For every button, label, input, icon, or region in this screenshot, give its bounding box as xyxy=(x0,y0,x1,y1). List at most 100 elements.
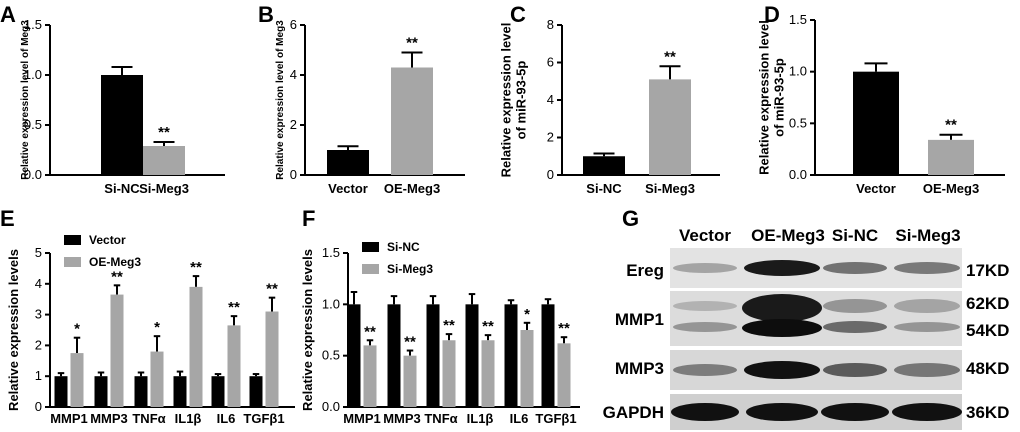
chart-f-significance: * xyxy=(524,306,530,323)
chart-e-bar-vector-mmp1 xyxy=(54,376,68,407)
wb-size-36kd: 36KD xyxy=(966,403,1009,422)
band-gapdh-vector xyxy=(671,403,739,421)
chart-f-xtick-label: TNFα xyxy=(424,411,457,426)
band-gapdh-si-nc xyxy=(821,403,889,421)
band-mmp1-62-vector xyxy=(673,301,737,311)
chart-e-significance: * xyxy=(154,319,160,336)
chart-d-xtick-label: Vector xyxy=(856,181,896,196)
chart-f-xtick-label: IL6 xyxy=(510,411,529,426)
chart-e-bar-vector-il1 xyxy=(173,376,187,407)
chart-f-bar-si-nc-il6 xyxy=(504,304,518,407)
chart-e-bar-vector-mmp3 xyxy=(94,376,108,407)
band-mmp3-vector xyxy=(673,364,737,376)
chart-e-xtick-label: TNFα xyxy=(132,411,165,426)
wb-column-oe-meg3: OE-Meg3 xyxy=(751,226,825,245)
chart-a-xtick-label: Si-NC xyxy=(104,181,140,196)
panel-label-c: C xyxy=(510,2,526,27)
wb-size-54kd: 54KD xyxy=(966,321,1009,340)
chart-b-xtick-label: OE-Meg3 xyxy=(384,181,440,196)
band-mmp3-si-meg3 xyxy=(894,363,960,377)
wb-column-vector: Vector xyxy=(679,226,731,245)
chart-f-bar-si-meg3-mmp1 xyxy=(363,345,377,407)
chart-c-bar-si-meg3 xyxy=(649,79,691,175)
chart-a-ylabel: Relative expression level of Meg3 xyxy=(20,20,31,180)
chart-e-bar-oe-meg3-il6 xyxy=(227,325,241,407)
chart-d-ytick-label: 0.0 xyxy=(789,167,807,182)
chart-b-ylabel: Relative expression level of Meg3 xyxy=(275,20,286,180)
chart-a-bar-si-meg3 xyxy=(143,146,185,175)
wb-size-48kd: 48KD xyxy=(966,359,1009,378)
chart-b-ytick-label: 4 xyxy=(290,67,297,82)
wb-column-si-nc: Si-NC xyxy=(832,226,878,245)
chart-e-ylabel: Relative expression levels xyxy=(6,249,21,411)
band-mmp3-oe-meg3 xyxy=(744,361,820,379)
chart-e-ytick-label: 0 xyxy=(35,399,42,414)
band-mmp1-62-si-nc xyxy=(823,299,887,313)
band-mmp1-54-oe-meg3 xyxy=(742,319,822,337)
chart-f-ytick-label: 1.0 xyxy=(322,296,340,311)
chart-e-bar-vector-tnf xyxy=(134,376,148,407)
chart-f-legend-label-si-nc: Si-NC xyxy=(387,240,420,254)
chart-f-xtick-label: TGFβ1 xyxy=(535,411,576,426)
chart-c-ytick-label: 0 xyxy=(547,167,554,182)
chart-f-xtick-label: MMP1 xyxy=(343,411,381,426)
band-gapdh-si-meg3 xyxy=(892,403,962,421)
chart-f-bar-si-nc-mmp3 xyxy=(387,304,401,407)
chart-e-ytick-label: 4 xyxy=(35,276,42,291)
chart-c-ytick-label: 2 xyxy=(547,130,554,145)
panel-label-d: D xyxy=(764,2,780,27)
chart-a-significance: ** xyxy=(158,124,170,141)
chart-e-bar-oe-meg3-il1 xyxy=(189,286,203,407)
chart-f-bar-si-meg3-mmp3 xyxy=(403,355,417,407)
chart-b-ytick-label: 2 xyxy=(290,117,297,132)
chart-f-ytick-label: 1.5 xyxy=(322,245,340,260)
panel-label-a: A xyxy=(0,2,16,27)
chart-e-legend-label-oe-meg3: OE-Meg3 xyxy=(89,255,141,269)
chart-f-bar-si-nc-tnf xyxy=(426,304,440,407)
band-mmp1-54-vector xyxy=(673,322,737,332)
chart-e-xtick-label: IL6 xyxy=(217,411,236,426)
chart-f-significance: ** xyxy=(443,317,455,334)
chart-e-ytick-label: 3 xyxy=(35,307,42,322)
chart-f-significance: ** xyxy=(558,320,570,337)
chart-d-bar-vector xyxy=(853,71,899,175)
chart-f-ytick-label: 0.0 xyxy=(322,399,340,414)
panel-label-b: B xyxy=(258,2,274,27)
chart-c-xtick-label: Si-NC xyxy=(586,181,622,196)
chart-d-bar-oe-meg3 xyxy=(928,139,974,175)
chart-d-ytick-label: 1.0 xyxy=(789,64,807,79)
chart-d-ylabel: Relative expression level xyxy=(757,20,772,175)
chart-f-legend-label-si-meg3: Si-Meg3 xyxy=(387,262,433,276)
chart-f-significance: ** xyxy=(364,323,376,340)
chart-e-bar-oe-meg3-mmp1 xyxy=(70,353,84,407)
chart-c-ytick-label: 4 xyxy=(547,92,554,107)
chart-e-xtick-label: MMP3 xyxy=(90,411,128,426)
western-blot: Vector OE-Meg3 Si-NC Si-Meg3 Ereg MMP1 M… xyxy=(603,226,1009,430)
chart-e-bar-oe-meg3-mmp3 xyxy=(110,294,124,407)
wb-row-mmp1: MMP1 xyxy=(615,310,664,329)
panel-label-e: E xyxy=(0,206,15,231)
band-ereg-si-meg3 xyxy=(894,262,960,274)
wb-size-17kd: 17KD xyxy=(966,261,1009,280)
chart-c-bar-si-nc xyxy=(583,156,625,175)
chart-f-significance: ** xyxy=(404,334,416,351)
chart-b-significance: ** xyxy=(406,35,418,52)
chart-e-legend-swatch-vector xyxy=(64,235,81,245)
chart-e-xtick-label: TGFβ1 xyxy=(243,411,284,426)
chart-f-xtick-label: MMP3 xyxy=(383,411,421,426)
chart-a-xtick-label: Si-Meg3 xyxy=(139,181,189,196)
chart-e-legend-swatch-oe-meg3 xyxy=(64,257,81,267)
wb-row-ereg: Ereg xyxy=(626,261,664,280)
chart-d-xtick-label: OE-Meg3 xyxy=(923,181,979,196)
panel-label-g: G xyxy=(622,206,639,231)
chart-f-legend-swatch-si-meg3 xyxy=(362,264,379,274)
chart-c-ylabel: Relative expression level xyxy=(499,23,514,178)
chart-d-ytick-label: 1.5 xyxy=(789,12,807,27)
chart-f-significance: ** xyxy=(482,318,494,335)
chart-f-bar-si-nc-il1 xyxy=(465,304,479,407)
wb-row-gapdh: GAPDH xyxy=(603,403,664,422)
chart-e-significance: ** xyxy=(266,281,278,298)
chart-e-xtick-label: MMP1 xyxy=(50,411,88,426)
chart-f-bar-si-meg3-tgf-1 xyxy=(557,343,571,407)
